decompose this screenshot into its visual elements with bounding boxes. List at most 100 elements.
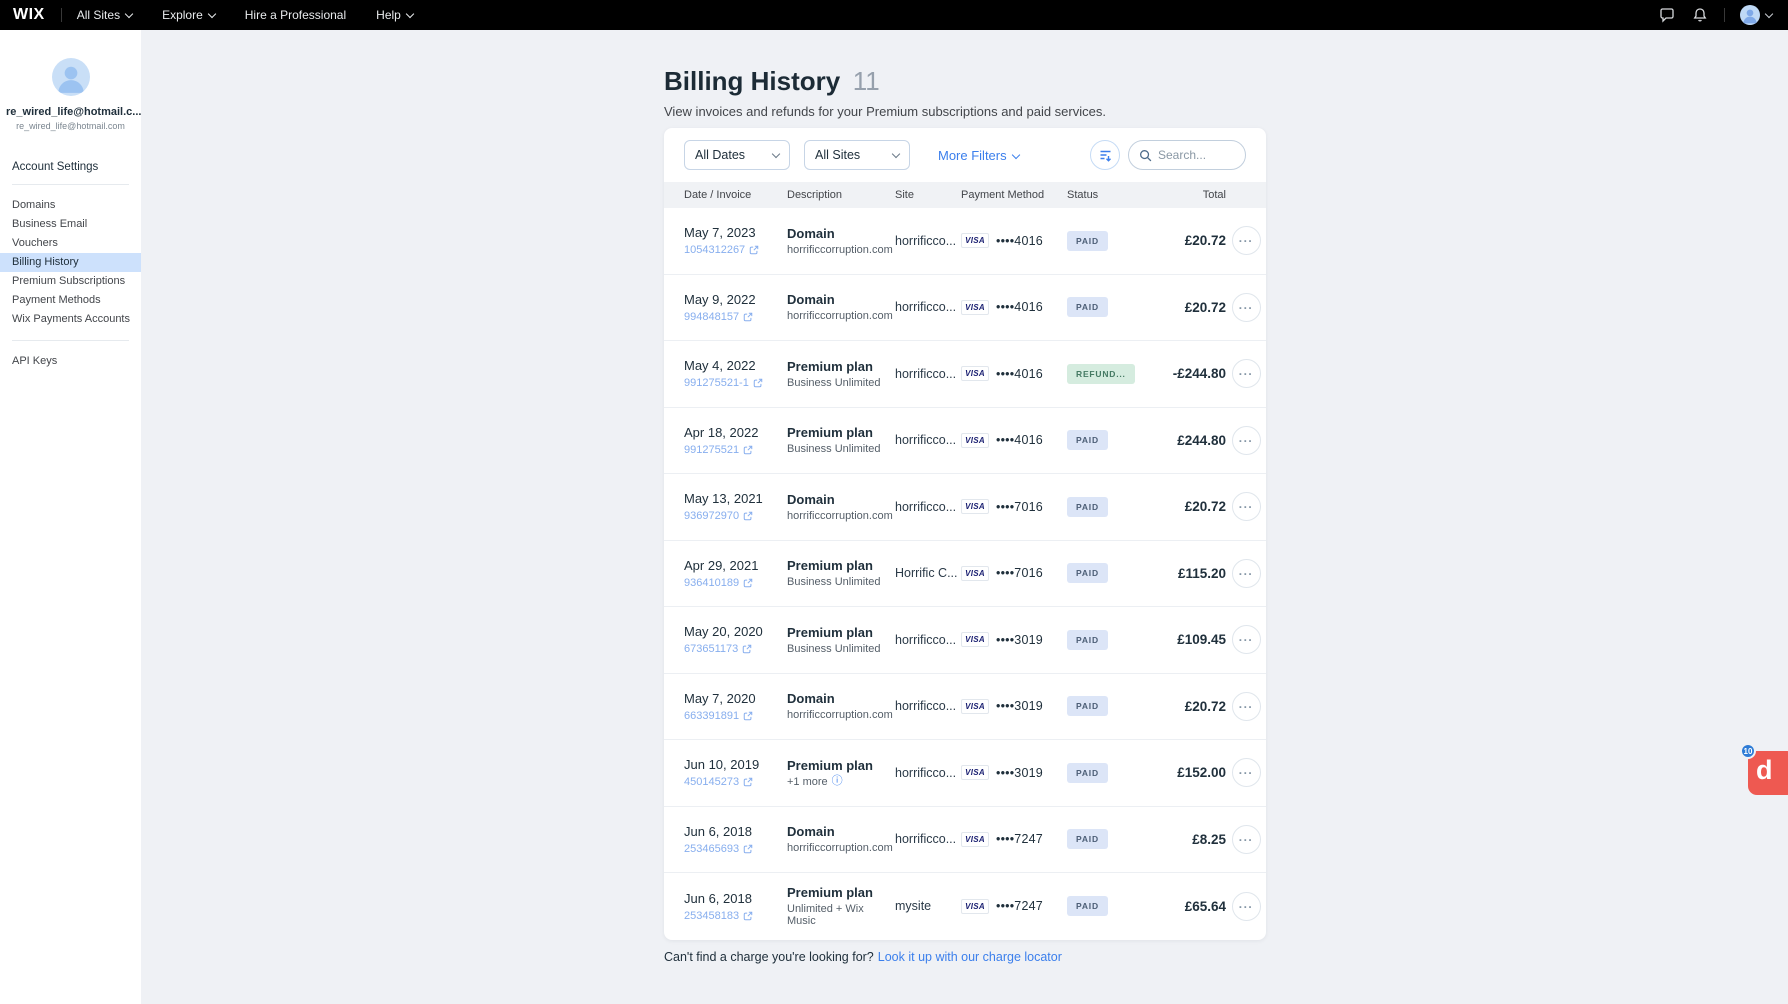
table-row[interactable]: May 4, 2022 991275521-1 Premium plan Bus… bbox=[664, 341, 1266, 408]
external-link-icon bbox=[743, 844, 753, 853]
external-link-icon bbox=[749, 246, 759, 255]
site-cell: horrificco... bbox=[895, 499, 957, 514]
description-cell: Premium plan Business Unlimited bbox=[787, 425, 895, 455]
dock-widget-button[interactable]: 10 d bbox=[1740, 743, 1788, 795]
date-filter-dropdown[interactable]: All Dates bbox=[684, 140, 790, 170]
table-header: Date / Invoice Description Site Payment Met… bbox=[664, 182, 1266, 208]
invoice-date: Jun 10, 2019 bbox=[684, 757, 760, 773]
sidebar-item-business-email[interactable]: Business Email bbox=[12, 218, 88, 230]
row-actions-button[interactable]: ... bbox=[1231, 691, 1261, 721]
invoice-number-link[interactable]: 673651173 bbox=[684, 643, 739, 656]
description-title: Premium plan bbox=[787, 757, 873, 773]
export-list-button[interactable] bbox=[1090, 140, 1120, 170]
invoice-number-link[interactable]: 994848157 bbox=[684, 310, 740, 323]
wix-logo[interactable]: WIX bbox=[13, 6, 45, 23]
row-actions-button[interactable]: ... bbox=[1231, 359, 1261, 389]
sidebar-item-api-keys[interactable]: API Keys bbox=[12, 355, 58, 367]
site-filter-dropdown[interactable]: All Sites bbox=[804, 140, 910, 170]
topbar-menu-help[interactable]: Help bbox=[361, 0, 428, 30]
search-input[interactable] bbox=[1158, 148, 1234, 162]
row-actions-button[interactable]: ... bbox=[1231, 625, 1261, 655]
total-amount: £152.00 bbox=[1177, 765, 1226, 781]
page-header: Billing History 11 View invoices and ref… bbox=[664, 66, 1266, 119]
table-row[interactable]: May 7, 2020 663391891 Domain horrificcor… bbox=[664, 674, 1266, 740]
site-cell: horrificco... bbox=[895, 632, 957, 647]
table-row[interactable]: Apr 18, 2022 991275521 Premium plan Busi… bbox=[664, 408, 1266, 474]
site-cell: horrificco... bbox=[895, 699, 957, 714]
row-actions-button[interactable]: ... bbox=[1231, 558, 1261, 588]
status-cell: PAID bbox=[1067, 563, 1163, 584]
chevron-down-icon bbox=[771, 149, 781, 158]
notifications-bell-icon[interactable] bbox=[1691, 6, 1709, 24]
table-row[interactable]: May 9, 2022 994848157 Domain horrificcor… bbox=[664, 275, 1266, 341]
status-badge: PAID bbox=[1067, 430, 1108, 451]
sidebar-item-vouchers[interactable]: Vouchers bbox=[12, 237, 58, 249]
topbar-menu-explore[interactable]: Explore bbox=[147, 0, 230, 30]
invoice-number-link[interactable]: 450145273 bbox=[684, 776, 740, 789]
invoice-date: May 7, 2020 bbox=[684, 690, 756, 706]
search-box[interactable] bbox=[1128, 140, 1246, 170]
invoice-number-link[interactable]: 663391891 bbox=[684, 709, 740, 722]
topbar-divider bbox=[1724, 8, 1725, 22]
sidebar-item-premium-subscriptions[interactable]: Premium Subscriptions bbox=[12, 275, 126, 287]
status-badge: PAID bbox=[1067, 629, 1108, 650]
table-row[interactable]: May 7, 2023 1054312267 Domain horrificco… bbox=[664, 208, 1266, 275]
row-actions-button[interactable]: ... bbox=[1231, 492, 1261, 522]
chevron-down-icon bbox=[1764, 9, 1774, 18]
footer-text: Can't find a charge you're looking for? bbox=[664, 950, 874, 964]
invoice-number-link[interactable]: 253458183 bbox=[684, 909, 740, 922]
description-cell: Premium plan Business Unlimited bbox=[787, 625, 895, 655]
info-icon[interactable]: ⓘ bbox=[831, 775, 843, 788]
date-invoice-cell: Apr 29, 2021 936410189 bbox=[684, 558, 787, 589]
search-icon bbox=[1140, 149, 1152, 161]
topbar-menu-label: Hire a Professional bbox=[244, 8, 347, 22]
table-row[interactable]: Apr 29, 2021 936410189 Premium plan Busi… bbox=[664, 541, 1266, 607]
table-row[interactable]: Jun 6, 2018 253458183 Premium plan Unlim… bbox=[664, 873, 1266, 940]
sidebar-item-billing-history[interactable]: Billing History bbox=[0, 253, 141, 272]
dock-widget-letter: d bbox=[1756, 755, 1773, 785]
description-cell: Premium plan Business Unlimited bbox=[787, 558, 895, 588]
table-body: May 7, 2023 1054312267 Domain horrificco… bbox=[664, 208, 1266, 940]
invoice-number-link[interactable]: 936972970 bbox=[684, 510, 740, 523]
row-actions-button[interactable]: ... bbox=[1231, 824, 1261, 854]
invoice-number-link[interactable]: 936410189 bbox=[684, 576, 740, 589]
invoice-number-link[interactable]: 991275521-1 bbox=[684, 377, 749, 390]
card-last-digits: ••••7247 bbox=[996, 899, 1043, 914]
status-cell: PAID bbox=[1067, 297, 1163, 318]
visa-card-icon: VISA bbox=[961, 632, 989, 648]
row-actions-button[interactable]: ... bbox=[1231, 891, 1261, 921]
chat-icon[interactable] bbox=[1658, 6, 1676, 24]
row-actions-button[interactable]: ... bbox=[1231, 425, 1261, 455]
table-row[interactable]: Jun 6, 2018 253465693 Domain horrificcor… bbox=[664, 807, 1266, 873]
column-header-description: Description bbox=[787, 189, 843, 201]
account-name: re_wired_life@hotmail.c... bbox=[6, 106, 142, 118]
description-cell: Domain horrificcorruption.com bbox=[787, 691, 895, 721]
total-amount: -£244.80 bbox=[1172, 366, 1226, 382]
topbar-menu-all-sites[interactable]: All Sites bbox=[62, 0, 147, 30]
sidebar-item-wix-payments-accounts[interactable]: Wix Payments Accounts bbox=[12, 313, 130, 325]
invoice-number-link[interactable]: 1054312267 bbox=[684, 244, 746, 257]
description-subtitle: horrificcorruption.com bbox=[787, 509, 893, 522]
site-cell: horrificco... bbox=[895, 233, 957, 248]
topbar-divider bbox=[60, 8, 62, 22]
sidebar-item-payment-methods[interactable]: Payment Methods bbox=[12, 294, 101, 306]
external-link-icon bbox=[743, 711, 753, 720]
sidebar-item-domains[interactable]: Domains bbox=[12, 199, 56, 211]
table-row[interactable]: Jun 10, 2019 450145273 Premium plan +1 m… bbox=[664, 740, 1266, 807]
invoice-number-link[interactable]: 253465693 bbox=[684, 842, 740, 855]
more-filters-button[interactable]: More Filters bbox=[938, 148, 1020, 163]
invoice-date: Jun 6, 2018 bbox=[684, 890, 752, 906]
row-actions-button[interactable]: ... bbox=[1231, 758, 1261, 788]
topbar-menu-hire-a-professional[interactable]: Hire a Professional bbox=[230, 0, 361, 30]
table-row[interactable]: May 13, 2021 936972970 Domain horrificco… bbox=[664, 474, 1266, 541]
table-row[interactable]: May 20, 2020 673651173 Premium plan Busi… bbox=[664, 607, 1266, 674]
invoice-number-link[interactable]: 991275521 bbox=[684, 443, 740, 456]
description-cell: Premium plan Business Unlimited bbox=[787, 359, 895, 389]
chevron-down-icon bbox=[124, 9, 134, 18]
row-actions-button[interactable]: ... bbox=[1231, 292, 1261, 322]
column-header-site: Site bbox=[895, 189, 914, 201]
account-menu-button[interactable] bbox=[1740, 5, 1774, 25]
charge-locator-link[interactable]: Look it up with our charge locator bbox=[877, 950, 1062, 964]
visa-card-icon: VISA bbox=[961, 898, 989, 914]
row-actions-button[interactable]: ... bbox=[1231, 226, 1261, 256]
